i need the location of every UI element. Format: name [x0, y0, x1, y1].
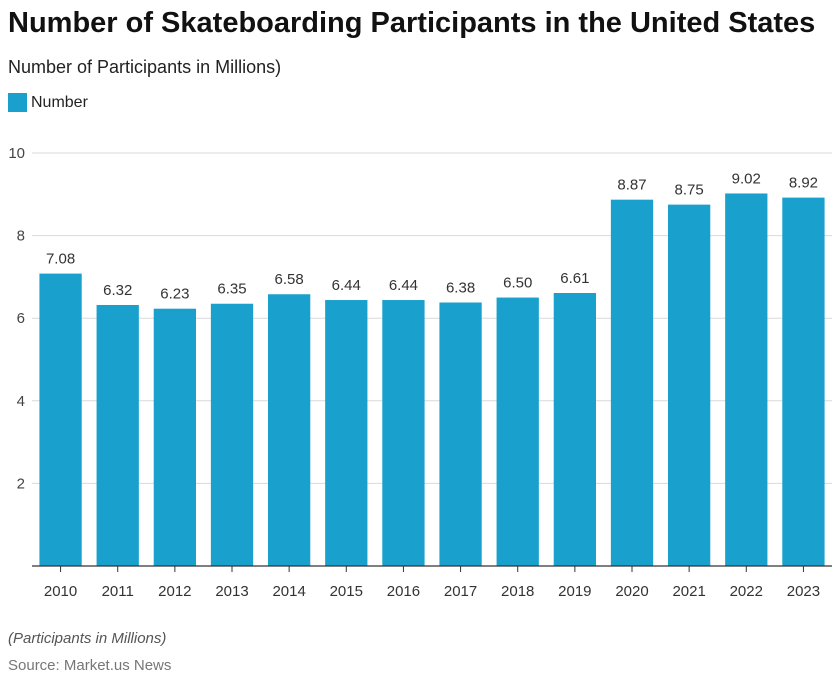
footer-note: (Participants in Millions): [8, 630, 167, 647]
data-label: 8.87: [617, 177, 646, 194]
data-label: 6.44: [332, 277, 361, 294]
data-label: 6.61: [560, 270, 589, 287]
x-tick-label: 2019: [558, 583, 591, 600]
x-tick-label: 2023: [787, 583, 820, 600]
data-label: 9.02: [732, 170, 761, 187]
bar: [725, 193, 768, 566]
data-label: 6.35: [217, 281, 246, 298]
bar: [96, 304, 139, 566]
y-tick-label: 4: [17, 393, 25, 410]
bar: [668, 204, 711, 566]
data-label: 7.08: [46, 251, 75, 268]
bar: [610, 199, 654, 566]
x-tick-label: 2015: [330, 583, 363, 600]
x-tick-label: 2018: [501, 583, 534, 600]
chart-subtitle: Number of Participants in Millions): [8, 57, 282, 77]
x-tick-label: 2021: [672, 583, 705, 600]
data-label: 6.44: [389, 277, 418, 294]
legend-label: Number: [31, 93, 88, 111]
y-tick-label: 2: [17, 475, 25, 492]
bar: [496, 297, 539, 566]
bar: [439, 302, 482, 566]
data-label: 6.32: [103, 282, 132, 299]
data-label: 8.75: [675, 182, 704, 199]
bar: [153, 308, 196, 566]
x-tick-label: 2014: [272, 583, 305, 600]
bar: [210, 303, 254, 566]
legend-swatch: [8, 93, 27, 112]
bar: [553, 293, 596, 566]
bar: [382, 300, 425, 566]
bar: [268, 294, 311, 566]
chart-title: Number of Skateboarding Participants in …: [8, 7, 816, 39]
x-tick-label: 2011: [102, 583, 134, 600]
data-label: 6.50: [503, 275, 532, 292]
x-tick-label: 2022: [730, 583, 763, 600]
x-tick-label: 2012: [158, 583, 191, 600]
x-tick-label: 2017: [444, 583, 477, 600]
bar: [782, 197, 825, 566]
x-tick-label: 2013: [215, 583, 248, 600]
data-label: 6.23: [160, 286, 189, 303]
data-label: 6.58: [275, 271, 304, 288]
x-tick-label: 2020: [615, 583, 648, 600]
bar: [39, 273, 82, 566]
x-tick-label: 2016: [387, 583, 420, 600]
y-tick-label: 8: [17, 228, 25, 245]
source-credit: Source: Market.us News: [8, 657, 172, 674]
y-tick-label: 10: [8, 145, 25, 162]
data-label: 8.92: [789, 175, 818, 192]
y-tick-label: 6: [17, 310, 25, 327]
legend: Number: [8, 93, 88, 112]
x-tick-label: 2010: [44, 583, 77, 600]
bar: [325, 300, 368, 566]
data-label: 6.38: [446, 280, 475, 297]
